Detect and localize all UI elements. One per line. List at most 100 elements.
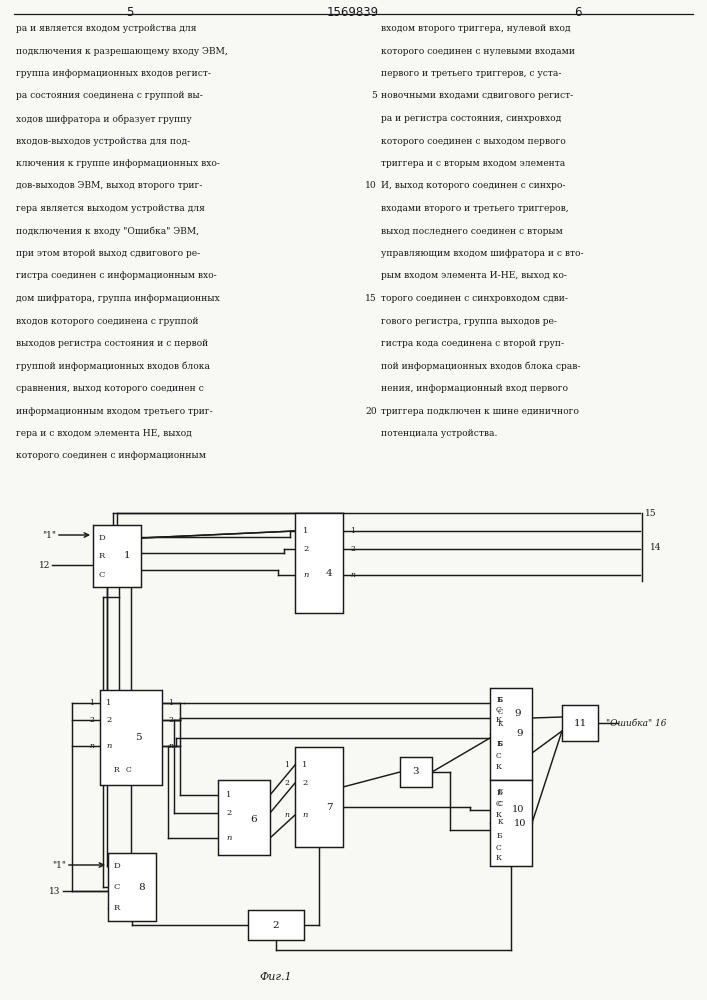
Text: которого соединен с информационным: которого соединен с информационным — [16, 452, 206, 460]
Bar — [218, 780, 270, 855]
Text: 1: 1 — [106, 699, 112, 707]
Text: сравнения, выход которого соединен с: сравнения, выход которого соединен с — [16, 384, 204, 393]
Text: C: C — [99, 571, 105, 579]
Text: первого и третьего триггеров, с уста-: первого и третьего триггеров, с уста- — [381, 69, 561, 78]
Text: 2: 2 — [273, 920, 279, 930]
Text: С: С — [496, 800, 502, 808]
Text: информационным входом третьего триг-: информационным входом третьего триг- — [16, 406, 213, 416]
Text: 1: 1 — [303, 761, 308, 769]
Text: 14: 14 — [650, 542, 662, 552]
Text: подключения к разрешающему входу ЭВМ,: подключения к разрешающему входу ЭВМ, — [16, 46, 228, 55]
Text: 1: 1 — [89, 699, 94, 707]
Text: n: n — [226, 834, 232, 842]
Text: 10: 10 — [514, 818, 526, 828]
Text: 2: 2 — [89, 716, 94, 724]
Text: потенциала устройства.: потенциала устройства. — [381, 429, 498, 438]
Bar — [490, 780, 532, 866]
Text: С: С — [496, 844, 502, 852]
Text: гистра соединен с информационным вхо-: гистра соединен с информационным вхо- — [16, 271, 217, 280]
Text: гера является выходом устройства для: гера является выходом устройства для — [16, 204, 205, 213]
Text: 5: 5 — [371, 92, 377, 101]
Text: ходов шифратора и образует группу: ходов шифратора и образует группу — [16, 114, 192, 123]
Text: n: n — [168, 742, 173, 750]
Text: дом шифратора, группа информационных: дом шифратора, группа информационных — [16, 294, 220, 303]
Text: D: D — [114, 862, 120, 870]
Bar — [295, 747, 343, 847]
Text: 3: 3 — [413, 768, 419, 776]
Text: К: К — [496, 811, 502, 819]
Text: "1": "1" — [42, 530, 56, 540]
Text: управляющим входом шифратора и с вто-: управляющим входом шифратора и с вто- — [381, 249, 583, 258]
Text: группой информационных входов блока: группой информационных входов блока — [16, 361, 210, 371]
Text: 1: 1 — [350, 527, 355, 535]
Bar — [490, 688, 532, 780]
Text: которого соединен с нулевыми входами: которого соединен с нулевыми входами — [381, 46, 575, 55]
Text: Б: Б — [496, 832, 502, 840]
Text: 1: 1 — [226, 791, 232, 799]
Text: 6: 6 — [574, 6, 582, 19]
Text: И, выход которого соединен с синхро-: И, выход которого соединен с синхро- — [381, 182, 566, 190]
Text: "1": "1" — [52, 860, 66, 869]
Text: гового регистра, группа выходов ре-: гового регистра, группа выходов ре- — [381, 316, 557, 326]
Text: Б: Б — [496, 696, 502, 704]
Text: 10: 10 — [366, 182, 377, 190]
Text: К: К — [497, 720, 503, 728]
Text: n: n — [303, 811, 308, 819]
Text: выход последнего соединен с вторым: выход последнего соединен с вторым — [381, 227, 563, 235]
Text: Б: Б — [498, 788, 503, 796]
Bar — [295, 513, 343, 613]
Text: ключения к группе информационных вхо-: ключения к группе информационных вхо- — [16, 159, 220, 168]
Text: входов которого соединена с группой: входов которого соединена с группой — [16, 316, 199, 326]
Text: гистра кода соединена с второй груп-: гистра кода соединена с второй груп- — [381, 339, 564, 348]
Text: 1: 1 — [168, 699, 173, 707]
Text: R: R — [99, 552, 105, 560]
Text: нения, информационный вход первого: нения, информационный вход первого — [381, 384, 568, 393]
Text: "Ошибка" 16: "Ошибка" 16 — [606, 718, 667, 728]
Text: триггера подключен к шине единичного: триггера подключен к шине единичного — [381, 406, 579, 416]
Bar — [562, 705, 598, 741]
Text: которого соединен с выходом первого: которого соединен с выходом первого — [381, 136, 566, 145]
Text: 2: 2 — [226, 809, 232, 817]
Text: 8: 8 — [139, 882, 146, 892]
Text: С: С — [496, 706, 502, 714]
Text: 1569839: 1569839 — [327, 6, 379, 19]
Text: Б: Б — [498, 696, 503, 704]
Text: 9: 9 — [515, 708, 521, 718]
Text: гера и с входом элемента НЕ, выход: гера и с входом элемента НЕ, выход — [16, 429, 192, 438]
Text: С: С — [498, 708, 503, 716]
Text: 5: 5 — [127, 6, 134, 19]
Text: входов-выходов устройства для под-: входов-выходов устройства для под- — [16, 136, 190, 145]
Text: n: n — [350, 571, 355, 579]
Text: n: n — [106, 742, 112, 750]
Text: Фиг.1: Фиг.1 — [259, 972, 292, 982]
Text: рым входом элемента И-НЕ, выход ко-: рым входом элемента И-НЕ, выход ко- — [381, 271, 567, 280]
Text: группа информационных входов регист-: группа информационных входов регист- — [16, 69, 211, 78]
Text: новочными входами сдвигового регист-: новочными входами сдвигового регист- — [381, 92, 573, 101]
Text: 1: 1 — [124, 552, 130, 560]
Text: n: n — [303, 571, 309, 579]
Text: входами второго и третьего триггеров,: входами второго и третьего триггеров, — [381, 204, 568, 213]
Text: 4: 4 — [326, 568, 332, 578]
Text: 6: 6 — [251, 816, 257, 824]
Text: К: К — [496, 763, 502, 771]
Text: С: С — [496, 752, 502, 760]
Text: К: К — [496, 854, 502, 862]
Text: С: С — [498, 800, 503, 808]
Text: К: К — [496, 716, 502, 724]
Text: 10: 10 — [512, 806, 524, 814]
Text: 2: 2 — [303, 779, 308, 787]
Bar — [100, 690, 162, 785]
Text: дов-выходов ЭВМ, выход второго триг-: дов-выходов ЭВМ, выход второго триг- — [16, 182, 202, 190]
Text: R: R — [114, 904, 120, 912]
Text: выходов регистра состояния и с первой: выходов регистра состояния и с первой — [16, 339, 209, 348]
Text: пой информационных входов блока срав-: пой информационных входов блока срав- — [381, 361, 580, 371]
Text: при этом второй выход сдвигового ре-: при этом второй выход сдвигового ре- — [16, 249, 200, 258]
Text: C: C — [125, 766, 131, 774]
Text: 1: 1 — [303, 527, 309, 535]
Text: триггера и с вторым входом элемента: триггера и с вторым входом элемента — [381, 159, 566, 168]
Text: 7: 7 — [326, 802, 332, 812]
Text: подключения к входу "Ошибка" ЭВМ,: подключения к входу "Ошибка" ЭВМ, — [16, 227, 199, 236]
Text: 2: 2 — [168, 716, 173, 724]
Text: Б: Б — [496, 740, 502, 748]
Text: 12: 12 — [39, 560, 50, 570]
